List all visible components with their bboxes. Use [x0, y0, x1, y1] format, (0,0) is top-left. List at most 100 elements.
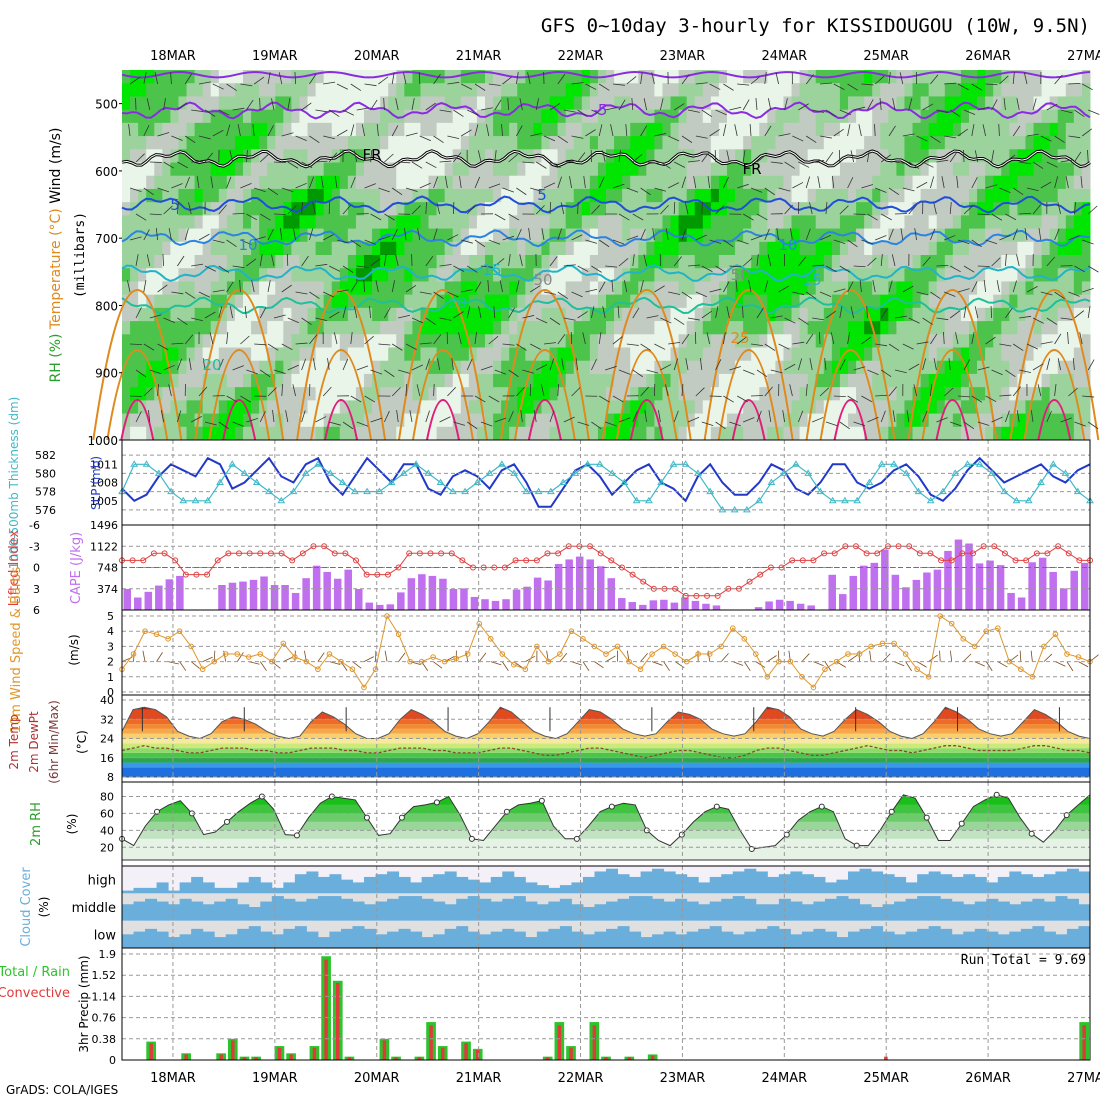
rh-shade-cell [783, 83, 793, 97]
rh-shade-cell [646, 96, 655, 111]
rh-shade-cell [146, 426, 155, 441]
rh-shade-cell [468, 149, 478, 163]
rh-shade-cell [993, 400, 1002, 415]
rh-shade-cell [436, 228, 446, 243]
rh-shade-cell [202, 373, 212, 388]
lifted-index-marker [874, 550, 881, 557]
rh-shade-cell [783, 202, 793, 216]
isotherm-25 [296, 289, 387, 441]
rh-shade-cell [767, 96, 776, 111]
wind-barb [301, 358, 307, 371]
rh-shade-cell [597, 109, 607, 124]
rh-shade-cell [388, 307, 397, 322]
wind-barb [563, 317, 576, 321]
rh-shade-cell [807, 83, 817, 97]
rh-shade-cell [291, 321, 300, 335]
rh-shade-cell [428, 347, 438, 362]
wind-barb [729, 265, 742, 268]
wind-barb [229, 150, 233, 163]
rh-shade-cell [460, 255, 470, 269]
wind-barb-10m [605, 655, 616, 662]
rh-shade-cell [775, 294, 784, 309]
rh-shade-cell [347, 241, 357, 256]
rh-shade-cell [565, 400, 575, 415]
rh-shade-cell [960, 122, 970, 137]
rh-shade-cell [251, 294, 260, 309]
rh-shade-cell [452, 347, 462, 362]
wind-barb [681, 291, 693, 300]
rh-shade-cell [1041, 281, 1051, 296]
rh-shade-cell [775, 413, 784, 428]
rh-shade-cell [662, 96, 672, 111]
rh-shade-cell [912, 162, 922, 177]
rh-shade-cell [1065, 387, 1075, 401]
rh-shade-cell [799, 334, 809, 348]
rh-shade-cell [130, 373, 139, 388]
rh-shade-cell [710, 307, 720, 322]
wind-barb [695, 234, 707, 241]
rh-shade-cell [1065, 241, 1075, 256]
rh-shade-cell [751, 268, 760, 282]
rh-shade-cell [662, 255, 672, 269]
rh-shade-cell [525, 307, 534, 322]
rh-shade-cell [565, 149, 575, 163]
lifted-index-marker [693, 592, 700, 599]
rh-shade-cell [759, 136, 768, 150]
rh-shade-cell [589, 373, 599, 388]
rh-shade-cell [259, 413, 268, 428]
cape-bar [176, 575, 184, 610]
rh-shade-cell [541, 413, 551, 428]
rh-shade-cell [775, 122, 784, 137]
rh-shade-cell [372, 162, 381, 177]
rh-shade-cell [630, 136, 639, 150]
wind-barb [259, 307, 267, 319]
wind-barb-10m [928, 654, 938, 662]
rh-shade-cell [743, 188, 752, 203]
wind-barb [605, 265, 618, 268]
lifted-index-marker [512, 557, 519, 564]
rh-shade-cell [202, 387, 212, 401]
wind-barb [363, 280, 365, 293]
rh-shade-cell [622, 136, 631, 150]
rh-shade-cell [122, 373, 131, 388]
rh-shade-cell [606, 162, 615, 177]
wind-barb [405, 187, 418, 192]
wind-barb [280, 228, 283, 241]
rh-shade-cell [912, 413, 922, 428]
rh-shade-cell [331, 255, 341, 269]
wind-barb [861, 83, 874, 86]
cloud-cell-high [433, 874, 446, 894]
wind-barb [723, 395, 734, 403]
wind-barb [323, 234, 334, 241]
rh-shade-cell [331, 373, 341, 388]
rh-shade-cell [267, 268, 276, 282]
rh-shade-cell [146, 334, 155, 348]
lifted-index-marker [1065, 550, 1072, 557]
wind-barb [575, 358, 578, 371]
wind-barb [549, 317, 561, 325]
cloud-cell-middle [410, 896, 423, 921]
rh-shade-cell [606, 281, 615, 296]
wind-barb [756, 307, 764, 319]
rh-band [122, 830, 1090, 839]
rh-shade-cell [315, 202, 325, 216]
rh-shade-cell [202, 149, 212, 163]
rh-shade-cell [460, 149, 470, 163]
temp-band [122, 709, 1090, 720]
rh-shade-cell [823, 149, 833, 163]
isotherm-5 [121, 195, 1091, 214]
rh-shade-cell [339, 188, 349, 203]
wind-barb [1046, 317, 1058, 325]
wind-barb [488, 83, 501, 86]
cloud-cell-middle [582, 907, 595, 921]
rh-shade-cell [315, 136, 325, 150]
rh-shade-cell [468, 136, 478, 150]
wind-barb [1032, 363, 1044, 371]
wind-barb [143, 387, 153, 397]
wind-barb [1019, 369, 1032, 373]
rh-shade-cell [702, 426, 712, 441]
wind-barb [323, 81, 336, 85]
rh-shade-cell [501, 321, 510, 335]
rh-shade-cell [259, 281, 268, 296]
wind-barb [825, 265, 837, 273]
